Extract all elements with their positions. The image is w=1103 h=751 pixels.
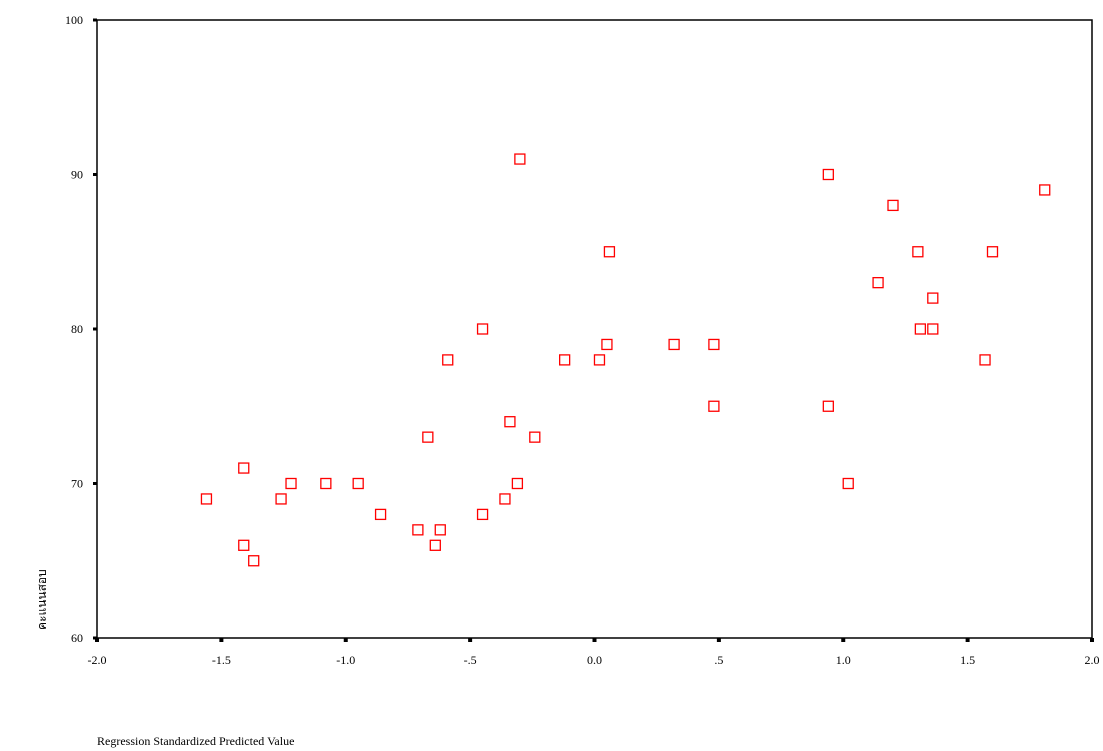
point: [376, 509, 386, 519]
point: [249, 556, 259, 566]
y-tick: [93, 173, 97, 176]
y-axis-label: คะแนนสอบ: [35, 569, 49, 630]
point: [500, 494, 510, 504]
point: [709, 401, 719, 411]
chart: Regression Standardized Predicted Value …: [0, 0, 1103, 751]
point: [239, 463, 249, 473]
point: [435, 525, 445, 535]
x-tick-label: -1.0: [336, 653, 355, 667]
point: [353, 479, 363, 489]
x-tick: [219, 638, 223, 642]
x-tick: [841, 638, 845, 642]
x-tick-label: 1.0: [836, 653, 851, 667]
x-tick: [344, 638, 348, 642]
x-tick-label: -1.5: [212, 653, 231, 667]
x-tick-label: -2.0: [88, 653, 107, 667]
point: [913, 247, 923, 257]
x-tick: [95, 638, 99, 642]
point: [201, 494, 211, 504]
x-tick-label: 1.5: [960, 653, 975, 667]
x-tick: [1090, 638, 1094, 642]
point: [505, 417, 515, 427]
y-tick-label: 80: [71, 322, 83, 336]
point: [276, 494, 286, 504]
x-tick: [468, 638, 472, 642]
point: [604, 247, 614, 257]
x-tick-label: 0.0: [587, 653, 602, 667]
point: [988, 247, 998, 257]
point: [512, 479, 522, 489]
point: [873, 278, 883, 288]
point: [669, 339, 679, 349]
point: [843, 479, 853, 489]
point: [286, 479, 296, 489]
y-tick-label: 90: [71, 168, 83, 182]
point: [915, 324, 925, 334]
point: [823, 401, 833, 411]
point: [423, 432, 433, 442]
point: [823, 170, 833, 180]
x-tick: [717, 638, 721, 642]
y-tick: [93, 482, 97, 485]
y-tick-label: 60: [71, 631, 83, 645]
point: [443, 355, 453, 365]
point: [594, 355, 604, 365]
point: [515, 154, 525, 164]
y-tick: [93, 19, 97, 22]
point: [478, 324, 488, 334]
point: [928, 293, 938, 303]
point: [928, 324, 938, 334]
x-tick-label: .5: [714, 653, 723, 667]
point: [530, 432, 540, 442]
point: [478, 509, 488, 519]
point: [709, 339, 719, 349]
x-tick: [966, 638, 970, 642]
x-tick-label: 2.0: [1085, 653, 1100, 667]
plot-frame: [97, 20, 1092, 638]
point: [888, 200, 898, 210]
point: [321, 479, 331, 489]
y-tick-label: 70: [71, 477, 83, 491]
y-tick: [93, 328, 97, 331]
point: [413, 525, 423, 535]
point: [430, 540, 440, 550]
point: [1040, 185, 1050, 195]
x-tick: [593, 638, 597, 642]
point: [980, 355, 990, 365]
point: [560, 355, 570, 365]
y-tick-label: 100: [65, 13, 83, 27]
point: [239, 540, 249, 550]
x-tick-label: -.5: [464, 653, 477, 667]
x-axis-label: Regression Standardized Predicted Value: [97, 734, 294, 748]
point: [602, 339, 612, 349]
